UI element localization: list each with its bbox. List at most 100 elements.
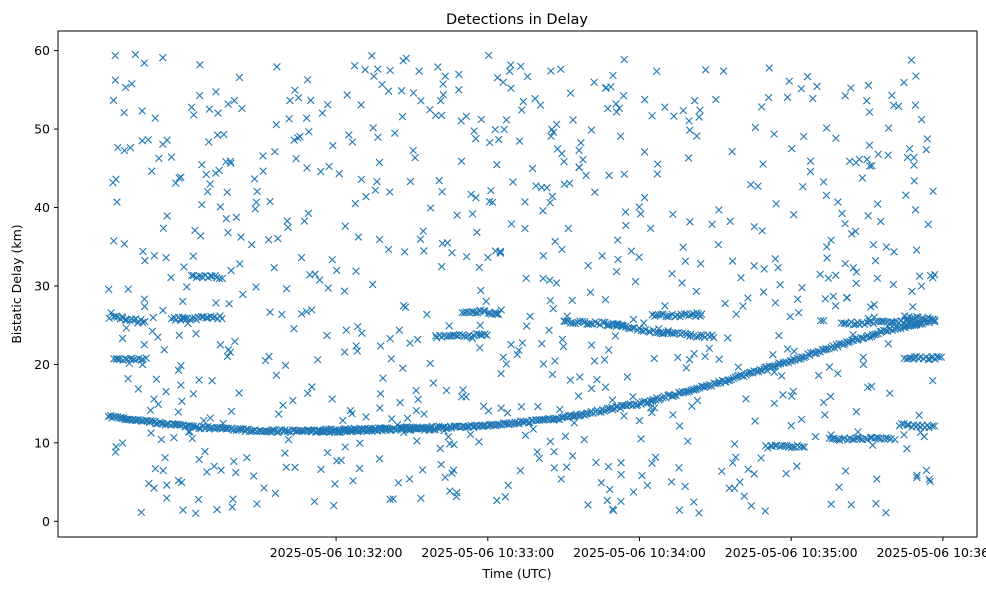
- clutter-point: [764, 93, 773, 102]
- clutter-point: [448, 248, 456, 257]
- clutter-point: [566, 89, 575, 97]
- secondary-track-point: [381, 424, 390, 432]
- clutter-point: [442, 386, 451, 395]
- clutter-point: [813, 82, 821, 91]
- clutter-point: [437, 262, 446, 271]
- clutter-point: [109, 237, 118, 245]
- clutter-point: [120, 146, 129, 155]
- main-track-point: [598, 406, 607, 414]
- clutter-point: [746, 180, 755, 189]
- clutter-point: [468, 210, 477, 218]
- clutter-point: [701, 352, 709, 361]
- main-track-point: [842, 338, 851, 346]
- clutter-point: [303, 76, 312, 84]
- clutter-point: [405, 475, 414, 483]
- clutter-point: [355, 464, 364, 473]
- clutter-point: [903, 153, 912, 162]
- clutter-point: [852, 279, 861, 288]
- secondary-track-point: [142, 354, 150, 362]
- clutter-point: [817, 316, 825, 325]
- secondary-track-point: [658, 329, 667, 338]
- clutter-point: [825, 363, 834, 371]
- secondary-track-point: [697, 331, 705, 339]
- clutter-point: [590, 188, 599, 197]
- clutter-point: [341, 443, 350, 451]
- clutter-point: [771, 298, 780, 307]
- secondary-track-point: [903, 421, 911, 429]
- secondary-track-point: [848, 435, 856, 444]
- clutter-point: [138, 360, 147, 369]
- clutter-point: [616, 132, 625, 141]
- clutter-point: [476, 286, 485, 295]
- clutter-point: [504, 481, 512, 490]
- clutter-point: [225, 300, 233, 308]
- clutter-point: [750, 470, 759, 478]
- clutter-point: [679, 106, 688, 115]
- clutter-point: [609, 71, 617, 80]
- clutter-point: [198, 200, 206, 209]
- clutter-point: [259, 152, 267, 160]
- clutter-point: [184, 319, 192, 328]
- main-track-point: [670, 391, 679, 399]
- clutter-point: [167, 273, 175, 282]
- clutter-point: [342, 326, 351, 334]
- clutter-point: [149, 313, 157, 322]
- clutter-point: [870, 313, 879, 322]
- clutter-point: [695, 113, 703, 121]
- clutter-point: [374, 133, 382, 142]
- secondary-track-point: [877, 317, 885, 326]
- clutter-point: [325, 162, 333, 171]
- clutter-point: [163, 136, 171, 144]
- clutter-point: [888, 318, 896, 327]
- clutter-point: [150, 484, 158, 492]
- secondary-track-point: [215, 274, 224, 283]
- clutter-point: [910, 177, 919, 185]
- secondary-track-point: [372, 425, 381, 434]
- clutter-point: [283, 217, 292, 225]
- secondary-track-point: [598, 318, 607, 326]
- clutter-point: [821, 410, 829, 419]
- clutter-point: [597, 478, 606, 487]
- clutter-point: [539, 206, 547, 215]
- clutter-point: [406, 177, 415, 186]
- secondary-track-point: [458, 331, 467, 339]
- clutter-point: [278, 310, 286, 319]
- clutter-point: [349, 476, 357, 485]
- clutter-point: [882, 243, 891, 251]
- clutter-point: [799, 182, 807, 191]
- main-track-point: [811, 349, 819, 358]
- clutter-point: [476, 344, 484, 352]
- clutter-point: [419, 227, 428, 235]
- clutter-point: [550, 447, 558, 456]
- clutter-point: [493, 160, 501, 169]
- clutter-point: [358, 329, 366, 337]
- secondary-track-point: [603, 321, 611, 330]
- clutter-point: [559, 342, 568, 351]
- clutter-point: [675, 463, 683, 472]
- clutter-point: [253, 187, 261, 196]
- clutter-point: [417, 494, 425, 503]
- clutter-point: [429, 379, 438, 387]
- secondary-track-point: [884, 434, 893, 443]
- clutter-point: [750, 262, 758, 270]
- clutter-point: [882, 508, 890, 517]
- clutter-point: [307, 306, 316, 314]
- clutter-point: [340, 287, 349, 295]
- clutter-point: [819, 316, 828, 325]
- clutter-point: [175, 174, 183, 182]
- clutter-point: [869, 240, 878, 249]
- main-track-point: [444, 423, 453, 432]
- clutter-point: [505, 67, 514, 76]
- clutter-point: [660, 103, 669, 111]
- secondary-track-point: [415, 424, 423, 432]
- clutter-point: [900, 431, 908, 439]
- clutter-point: [864, 81, 873, 90]
- clutter-point: [462, 393, 470, 401]
- clutter-point: [213, 131, 222, 139]
- clutter-point: [849, 263, 858, 272]
- clutter-point: [915, 272, 924, 280]
- clutter-point: [331, 480, 339, 488]
- clutter-point: [603, 496, 612, 505]
- clutter-point: [685, 117, 693, 125]
- clutter-point: [822, 191, 831, 200]
